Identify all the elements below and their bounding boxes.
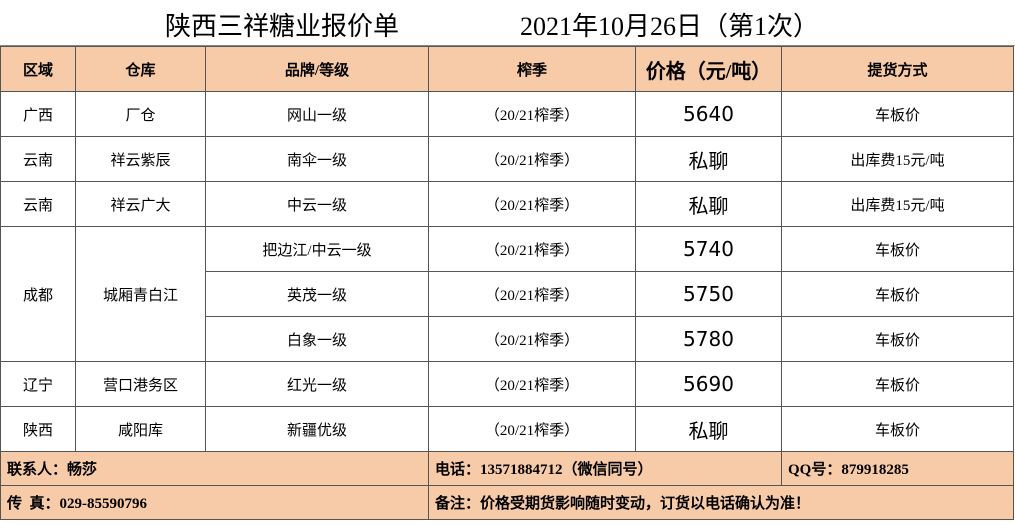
season: （20/21榨季） — [428, 91, 636, 137]
region: 成都 — [0, 226, 76, 362]
price: 私聊 — [635, 136, 782, 182]
delivery: 车板价 — [781, 226, 1014, 272]
season: （20/21榨季） — [428, 316, 636, 362]
title: 陕西三祥糖业报价单 — [165, 12, 400, 41]
warehouse: 厂仓 — [75, 91, 206, 137]
region: 广西 — [0, 91, 76, 137]
contact: 联系人：畅莎 — [0, 451, 429, 486]
column-header: 价格（元/吨） — [635, 46, 782, 92]
warehouse: 城厢青白江 — [75, 226, 206, 362]
date: 2021年10月26日（第1次） — [520, 12, 820, 41]
column-header: 区域 — [0, 46, 76, 92]
brand: 中云一级 — [205, 181, 429, 227]
delivery: 车板价 — [781, 91, 1014, 137]
price: 私聊 — [635, 406, 782, 452]
delivery: 出库费15元/吨 — [781, 136, 1014, 182]
data-row: 英茂一级 （20/21榨季） 5750 车板价 — [1, 271, 1014, 317]
qq: QQ号：879918285 — [781, 451, 1014, 486]
brand: 白象一级 — [205, 316, 429, 362]
season: （20/21榨季） — [428, 181, 636, 227]
note: 备注：价格受期货影响随时变动，订货以电话确认为准！ — [428, 485, 1014, 520]
region: 辽宁 — [0, 361, 76, 407]
delivery: 出库费15元/吨 — [781, 181, 1014, 227]
title-bar: 陕西三祥糖业报价单 2021年10月26日（第1次） — [0, 0, 1015, 46]
data-row: 辽宁 营口港务区 红光一级 （20/21榨季） 5690 车板价 — [0, 361, 1014, 407]
season: （20/21榨季） — [428, 271, 636, 317]
header-row: 区域 仓库 品牌/等级 榨季 价格（元/吨） 提货方式 — [0, 46, 1014, 92]
phone: 电话：13571884712（微信同号） — [428, 451, 782, 486]
brand: 红光一级 — [205, 361, 429, 407]
data-row: 白象一级 （20/21榨季） 5780 车板价 — [1, 316, 1014, 362]
data-row: 成都 城厢青白江 把边江/中云一级 （20/21榨季） 5740 车板价 — [0, 226, 1014, 362]
delivery: 车板价 — [781, 406, 1014, 452]
footer-row: 联系人：畅莎 电话：13571884712（微信同号） QQ号：879918285 — [0, 451, 1014, 486]
footer-row: 传 真：029-85590796 备注：价格受期货影响随时变动，订货以电话确认为准… — [0, 485, 1014, 520]
warehouse: 咸阳库 — [75, 406, 206, 452]
region: 云南 — [0, 136, 76, 182]
fax: 传 真：029-85590796 — [0, 485, 429, 520]
price: 5640 — [635, 91, 782, 137]
data-row: 广西 厂仓 网山一级 （20/21榨季） 5640 车板价 — [0, 91, 1014, 137]
delivery: 车板价 — [781, 361, 1014, 407]
season: （20/21榨季） — [428, 361, 636, 407]
region: 陕西 — [0, 406, 76, 452]
price: 私聊 — [635, 181, 782, 227]
warehouse: 祥云紫辰 — [75, 136, 206, 182]
data-row: 云南 祥云紫辰 南伞一级 （20/21榨季） 私聊 出库费15元/吨 — [0, 136, 1014, 182]
brand: 新疆优级 — [205, 406, 429, 452]
price: 5750 — [635, 271, 782, 317]
price: 5780 — [635, 316, 782, 362]
data-row: 云南 祥云广大 中云一级 （20/21榨季） 私聊 出库费15元/吨 — [0, 181, 1014, 227]
price: 5690 — [635, 361, 782, 407]
brand: 英茂一级 — [205, 271, 429, 317]
data-row: 陕西 咸阳库 新疆优级 （20/21榨季） 私聊 车板价 — [0, 406, 1014, 452]
delivery: 车板价 — [781, 316, 1014, 362]
warehouse: 营口港务区 — [75, 361, 206, 407]
column-header: 品牌/等级 — [205, 46, 429, 92]
season: （20/21榨季） — [428, 136, 636, 182]
season: （20/21榨季） — [428, 226, 636, 272]
price-table: 区域 仓库 品牌/等级 榨季 价格（元/吨） 提货方式 广西 厂仓 网山一级 （20/21榨季） 5… — [0, 46, 1014, 520]
delivery: 车板价 — [781, 271, 1014, 317]
column-header: 仓库 — [75, 46, 206, 92]
price: 5740 — [635, 226, 782, 272]
brand: 把边江/中云一级 — [205, 226, 429, 272]
column-header: 榨季 — [428, 46, 636, 92]
season: （20/21榨季） — [428, 406, 636, 452]
warehouse: 祥云广大 — [75, 181, 206, 227]
column-header: 提货方式 — [781, 46, 1014, 92]
brand: 南伞一级 — [205, 136, 429, 182]
brand: 网山一级 — [205, 91, 429, 137]
region: 云南 — [0, 181, 76, 227]
